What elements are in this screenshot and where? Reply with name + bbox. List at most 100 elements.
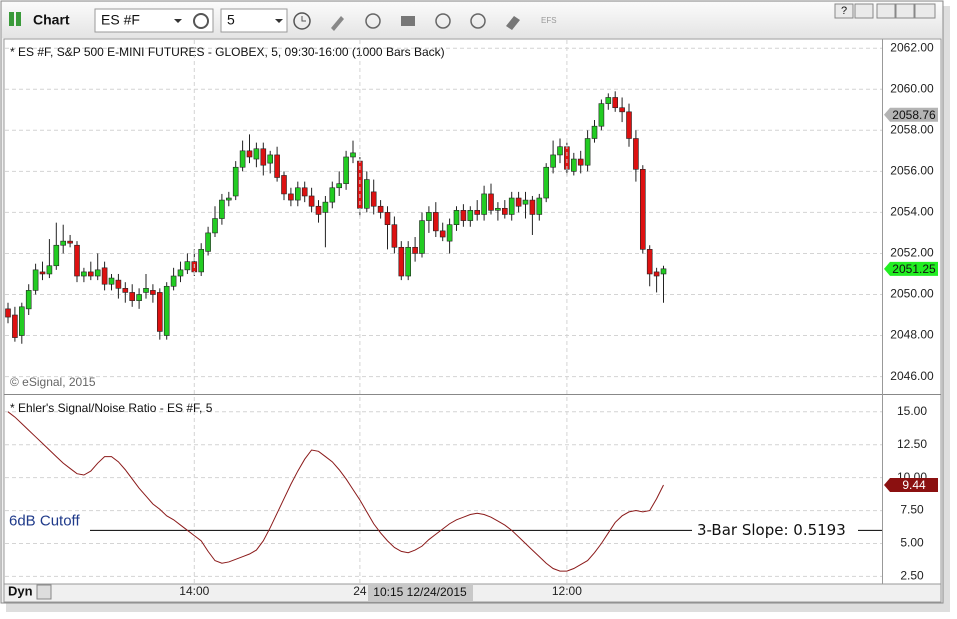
candle-body: [53, 244, 60, 267]
efs-button[interactable]: EFS: [541, 16, 557, 25]
y-tick-label: 12.50: [897, 437, 927, 451]
x-tick-label: 14:00: [179, 584, 209, 598]
candle-body: [488, 193, 494, 211]
candle-body: [570, 158, 577, 172]
chart-area: [3, 38, 942, 585]
play-icon[interactable]: [435, 13, 451, 29]
candle-body: [467, 210, 474, 221]
candle-body: [605, 97, 612, 104]
snr-line: [7, 411, 664, 572]
y-tick-label: 15.00: [897, 404, 927, 418]
candle-body: [363, 179, 370, 209]
candle-body: [626, 111, 632, 139]
candle-body: [88, 271, 94, 277]
candle-body: [481, 193, 487, 215]
candle-body: [419, 220, 425, 254]
candle-body: [108, 277, 115, 285]
maximize-button[interactable]: [895, 3, 915, 19]
chart-icon: [9, 12, 14, 26]
candle-body: [564, 146, 570, 170]
candle-body: [74, 244, 80, 277]
candle-body: [350, 152, 356, 158]
candle-body: [508, 197, 515, 215]
candle-body: [122, 288, 129, 293]
price-marker: [884, 107, 938, 122]
candle-body: [239, 150, 246, 168]
draw-icon[interactable]: [331, 16, 344, 31]
candle-body: [619, 107, 625, 113]
candle-body: [370, 191, 377, 207]
help-text: ?: [841, 5, 847, 17]
candle-body: [529, 199, 536, 215]
copyright: © eSignal, 2015: [10, 375, 96, 389]
candle-body: [446, 224, 453, 242]
candle-body: [294, 187, 301, 201]
alert-icon[interactable]: [470, 13, 486, 29]
candle-body: [301, 187, 308, 197]
y-tick-label: 2058.00: [890, 122, 934, 136]
y-tick-label: 2046.00: [890, 369, 934, 383]
y-tick-label: 2048.00: [890, 328, 934, 342]
candle-body: [308, 195, 315, 207]
candle-body: [653, 271, 660, 277]
y-tick-label: 2054.00: [890, 205, 934, 219]
candle-body: [219, 199, 225, 219]
candle-body: [432, 212, 439, 232]
candle-body: [25, 290, 32, 310]
study-icon[interactable]: [365, 13, 381, 29]
cursor-label: 10:15 12/24/2015: [373, 585, 467, 599]
y-tick-label: 2050.00: [890, 287, 934, 301]
candle-body: [584, 138, 591, 166]
candle-body: [101, 267, 108, 285]
candle-body: [329, 187, 336, 203]
candle-body: [384, 212, 391, 226]
candle-body: [577, 158, 584, 166]
chart-icon: [16, 12, 21, 26]
settings-icon[interactable]: [193, 13, 209, 29]
y-tick-label: 2052.00: [890, 246, 934, 260]
help-button[interactable]: [834, 3, 854, 19]
candle-body: [343, 156, 349, 184]
get-icon[interactable]: [401, 16, 415, 26]
dyn-label[interactable]: Dyn: [8, 583, 33, 598]
price-marker: [884, 478, 938, 493]
price-marker-label: 2058.76: [892, 108, 936, 122]
interval-input[interactable]: [220, 8, 288, 33]
candle-body: [115, 279, 122, 289]
close-button[interactable]: [914, 3, 936, 19]
dropdown-arrow[interactable]: [174, 19, 182, 23]
candle-body: [660, 268, 667, 275]
candle-body: [32, 269, 39, 291]
candle-body: [12, 314, 18, 338]
link-icon[interactable]: [506, 16, 520, 30]
minimize-button[interactable]: [876, 3, 896, 19]
time-hand: [301, 16, 306, 22]
candle-body: [163, 285, 170, 336]
dropdown-arrow[interactable]: [275, 19, 283, 23]
candle-body: [60, 240, 67, 246]
candle-body: [474, 210, 481, 215]
candle-body: [67, 240, 73, 244]
candle-body: [39, 271, 46, 275]
lock-icon[interactable]: [36, 584, 52, 600]
time-icon[interactable]: [293, 12, 311, 30]
candle-body: [205, 232, 211, 252]
candle-body: [18, 306, 25, 336]
candle-body: [453, 210, 460, 226]
candle-body: [460, 210, 467, 221]
y-tick-label: 7.50: [900, 503, 924, 517]
candle-body: [501, 207, 508, 215]
candle-body: [170, 275, 177, 287]
candle-body: [226, 197, 232, 201]
candle-body: [246, 150, 253, 158]
candle-body: [612, 97, 619, 109]
candle-body: [377, 205, 384, 213]
menu-button[interactable]: [854, 3, 874, 19]
cursor-box: [368, 584, 473, 601]
candle-body: [94, 269, 101, 277]
pane-title: * Ehler's Signal/Noise Ratio - ES #F, 5: [10, 401, 213, 415]
candle-body: [232, 166, 239, 197]
candle-body: [177, 269, 184, 277]
symbol-input[interactable]: [94, 8, 214, 33]
